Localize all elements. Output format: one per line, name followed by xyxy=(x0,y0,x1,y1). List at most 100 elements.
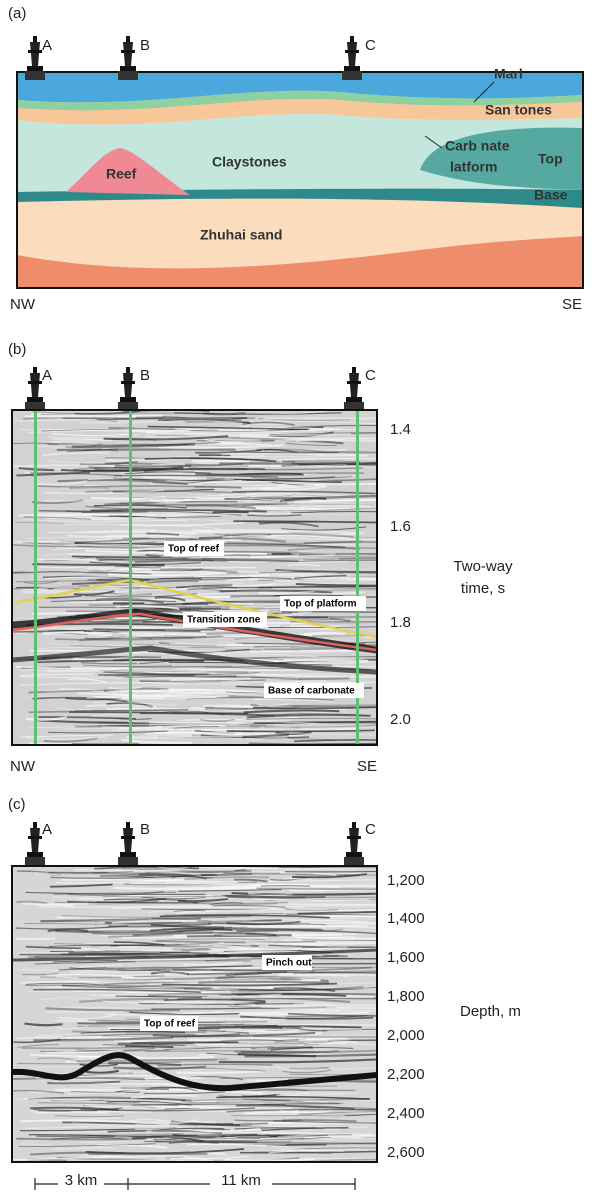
seismic-trace xyxy=(224,495,377,501)
seismic-trace xyxy=(180,1098,304,1103)
seismic-trace xyxy=(12,442,69,445)
seismic-trace xyxy=(157,866,189,870)
seismic-trace xyxy=(44,489,165,495)
seismic-trace xyxy=(85,1069,119,1074)
seismic-trace xyxy=(47,530,211,534)
seismic-trace xyxy=(213,1010,340,1015)
seismic-trace xyxy=(94,694,229,700)
seismic-trace xyxy=(44,553,99,557)
leader xyxy=(473,81,495,103)
seismic-trace xyxy=(65,510,148,514)
seismic-trace xyxy=(73,590,115,596)
seismic-trace xyxy=(254,410,326,414)
layer-label: latform xyxy=(450,159,497,175)
seismic-trace xyxy=(278,568,377,571)
tick-label: 2.0 xyxy=(390,711,411,728)
seismic-trace xyxy=(55,635,224,641)
seismic-trace xyxy=(262,1102,340,1106)
seismic-trace xyxy=(19,676,196,679)
carbonate-platform xyxy=(420,127,583,190)
seismic-trace xyxy=(163,998,266,1002)
seismic-trace xyxy=(182,1009,325,1015)
seismic-trace xyxy=(13,629,85,633)
seismic-trace xyxy=(295,582,377,587)
seismic-trace xyxy=(176,1069,267,1075)
seismic-trace xyxy=(232,924,368,929)
seismic-trace xyxy=(157,982,315,985)
seismic-trace xyxy=(20,1119,170,1126)
seismic-trace xyxy=(176,586,223,590)
seismic-trace xyxy=(157,1063,273,1067)
seismic-trace xyxy=(177,897,229,903)
seismic-trace xyxy=(58,442,132,446)
well-label: A xyxy=(42,37,52,54)
seismic-trace xyxy=(175,910,218,915)
seismic-trace xyxy=(260,1131,374,1136)
seismic-trace xyxy=(113,1065,207,1070)
seismic-trace xyxy=(232,582,277,587)
well-track xyxy=(356,410,359,745)
seismic-trace xyxy=(80,1154,157,1158)
direction: NW xyxy=(10,758,36,775)
seismic-trace xyxy=(89,561,202,565)
layer-label: Marl xyxy=(494,66,523,82)
seismic-trace xyxy=(219,461,361,465)
seismic-trace xyxy=(258,448,328,454)
seismic-trace xyxy=(50,874,214,879)
seismic-trace xyxy=(62,915,226,919)
seismic-trace xyxy=(245,717,377,720)
direction: SE xyxy=(562,296,582,313)
seismic-trace xyxy=(23,580,58,585)
seismic-trace xyxy=(245,941,377,945)
tick-label: 1,600 xyxy=(387,949,425,966)
well-label: A xyxy=(42,367,52,384)
seismic-trace xyxy=(62,417,242,421)
seismic-trace xyxy=(275,569,377,573)
tick-label: 2,200 xyxy=(387,1066,425,1083)
seismic-trace xyxy=(92,1106,165,1111)
seismic-trace xyxy=(159,568,238,574)
seismic-trace xyxy=(239,472,303,476)
seismic-trace xyxy=(181,610,304,616)
seismic-trace xyxy=(82,930,256,935)
seismic-trace xyxy=(274,1100,377,1103)
seismic-trace xyxy=(209,917,360,920)
seismic-trace xyxy=(120,564,161,569)
seismic-trace xyxy=(21,734,114,738)
well-label: C xyxy=(365,367,376,384)
seismic-trace xyxy=(240,1150,377,1154)
label-box xyxy=(280,596,366,611)
seismic-trace xyxy=(213,932,277,937)
seismic-trace xyxy=(62,983,173,988)
seismic-trace xyxy=(245,478,342,484)
seismic-trace xyxy=(184,1101,344,1104)
seismic-trace xyxy=(181,921,360,924)
seismic-trace xyxy=(248,1091,310,1095)
seismic-trace xyxy=(234,878,268,883)
seismic-trace xyxy=(20,980,99,984)
seismic-trace xyxy=(152,1031,316,1038)
seismic-trace xyxy=(240,1049,339,1054)
label-box xyxy=(164,541,224,556)
seismic-trace xyxy=(242,918,284,922)
seismic-trace xyxy=(303,1042,377,1046)
seismic-trace xyxy=(226,729,375,733)
seismic-trace xyxy=(213,944,247,949)
seismic-trace xyxy=(178,719,292,722)
seismic-trace xyxy=(298,550,337,555)
seismic-trace xyxy=(233,554,377,558)
seismic-trace xyxy=(294,589,377,591)
annotation: Base of carbonate xyxy=(268,686,355,697)
seismic-trace xyxy=(65,443,103,449)
seismic-trace xyxy=(287,563,321,567)
seismic-trace xyxy=(83,664,172,668)
seismic-trace xyxy=(28,708,188,714)
seismic-trace xyxy=(47,460,121,464)
seismic-trace xyxy=(17,1096,156,1101)
seismic-trace xyxy=(185,504,256,510)
seismic-trace xyxy=(30,410,160,414)
seismic-trace xyxy=(95,557,188,562)
seismic-trace xyxy=(300,504,377,508)
seismic-trace xyxy=(78,1055,215,1060)
